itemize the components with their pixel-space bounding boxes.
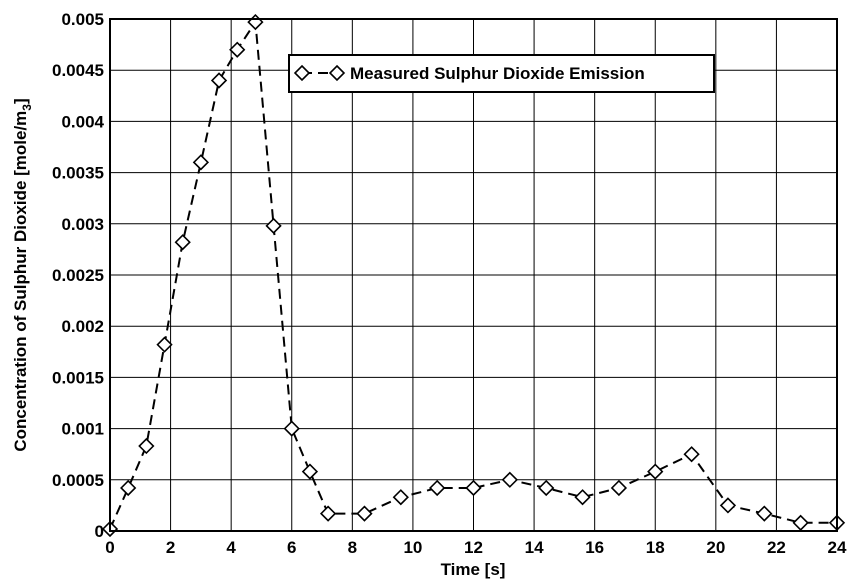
data-point-marker: [756, 505, 773, 522]
data-point-marker: [356, 505, 373, 522]
x-axis-title: Time [s]: [441, 560, 506, 579]
y-tick-label: 0.005: [61, 10, 104, 29]
grid-lines: [109, 18, 838, 532]
x-tick-label: 20: [706, 538, 725, 557]
x-tick-label: 14: [525, 538, 544, 557]
series-line: [109, 19, 837, 530]
x-tick-label: 2: [166, 538, 175, 557]
legend-marker-left: [293, 64, 311, 82]
y-axis-title-subscript: 3: [20, 104, 34, 111]
y-axis-title-close: ]: [11, 98, 30, 104]
data-point-marker: [392, 489, 409, 506]
x-tick-label: 12: [464, 538, 483, 557]
data-point-marker: [719, 497, 737, 514]
legend-marker-right: [328, 64, 346, 82]
plot-frame: [109, 18, 838, 532]
data-point-marker: [319, 505, 337, 522]
data-point-marker: [120, 479, 137, 497]
data-point-marker: [301, 463, 319, 480]
data-point-marker: [465, 479, 482, 497]
x-tick-label: 18: [646, 538, 665, 557]
data-point-marker: [283, 420, 300, 437]
y-tick-label: 0.002: [61, 317, 104, 336]
data-point-marker: [647, 463, 664, 480]
data-point-marker: [265, 217, 282, 234]
y-tick-label: 0.003: [61, 215, 104, 234]
x-tick-label: 0: [105, 538, 114, 557]
data-point-marker: [610, 479, 628, 497]
chart-legend: Measured Sulphur Dioxide Emission: [288, 54, 715, 93]
y-tick-label: 0.0045: [52, 61, 104, 80]
data-point-marker: [156, 336, 173, 353]
data-point-marker: [229, 41, 246, 58]
y-tick-label: 0.001: [61, 420, 104, 439]
x-tick-label: 22: [767, 538, 786, 557]
y-axis-title: Concentration of Sulphur Dioxide [mole/m…: [11, 98, 34, 451]
y-axis-title-main: Concentration of Sulphur Dioxide [mole/m: [11, 111, 30, 452]
y-tick-label: 0.0015: [52, 368, 104, 387]
y-tick-label: 0.0035: [52, 164, 104, 183]
legend-label: Measured Sulphur Dioxide Emission: [350, 64, 645, 83]
data-point-marker: [792, 514, 809, 531]
legend-box: [288, 54, 715, 93]
y-tick-label: 0.0005: [52, 471, 104, 490]
x-tick-label: 24: [828, 538, 847, 557]
data-point-marker: [192, 154, 210, 171]
y-tick-label: 0: [95, 522, 104, 541]
data-point-marker: [538, 479, 555, 497]
data-point-marker: [501, 471, 518, 488]
x-tick-label: 4: [226, 538, 236, 557]
y-tick-label: 0.0025: [52, 266, 104, 285]
data-point-marker: [247, 13, 264, 31]
x-tick-label: 10: [403, 538, 422, 557]
data-point-marker: [210, 72, 228, 89]
tick-labels: 0 2 4 6 8 10 12 14 16 18 20 22 2400.00050.0010.00150…: [52, 10, 847, 557]
x-tick-label: 16: [585, 538, 604, 557]
data-point-marker: [574, 489, 591, 506]
data-point-marker: [138, 437, 155, 455]
y-tick-label: 0.004: [61, 112, 104, 131]
data-point-marker: [174, 234, 191, 251]
x-tick-label: 6: [287, 538, 296, 557]
data-point-marker: [683, 446, 700, 463]
data-point-marker: [429, 479, 446, 497]
x-tick-label: 8: [348, 538, 357, 557]
